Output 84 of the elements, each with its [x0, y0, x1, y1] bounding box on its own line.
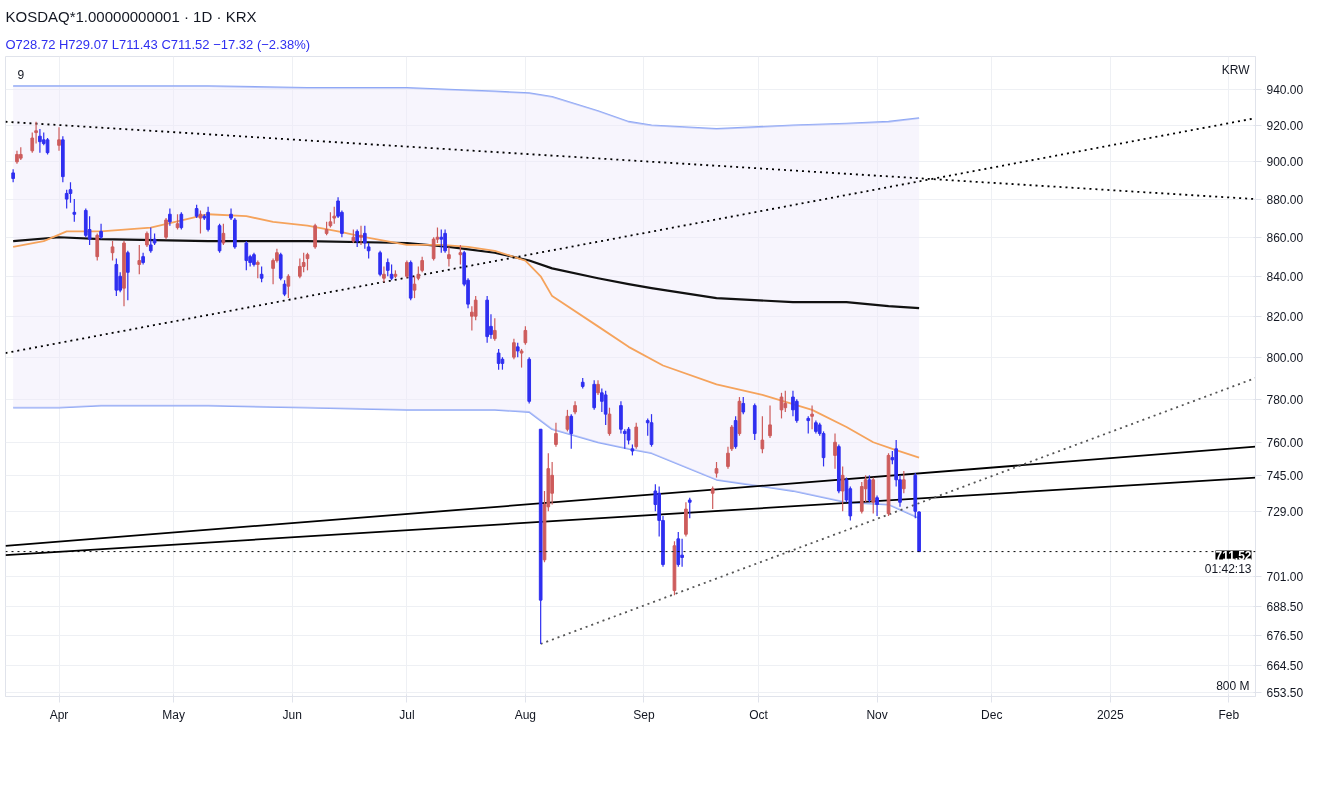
candlestick — [523, 325, 528, 346]
candlestick — [901, 470, 906, 494]
candlestick — [634, 422, 639, 450]
candlestick — [72, 198, 77, 223]
candlestick — [378, 250, 382, 277]
candlestick — [206, 206, 210, 233]
candlestick — [607, 407, 612, 437]
y-tick-label: 676.50 — [1266, 628, 1304, 643]
line-series — [12, 85, 921, 130]
y-tick-label: 653.50 — [1266, 686, 1304, 701]
x-tick-label: Jul — [399, 707, 415, 722]
candlestick — [760, 415, 765, 454]
candlestick — [519, 348, 524, 369]
annotation: KRW — [1221, 62, 1251, 77]
chart-subtitle: O728.72 H729.07 L711.43 C711.52 −17.32 (−2.38%) — [5, 36, 311, 52]
y-tick-label: 900.00 — [1266, 155, 1304, 170]
annotation: 800 M — [1216, 678, 1250, 693]
x-tick-label: Nov — [866, 707, 888, 722]
candlestick — [687, 497, 692, 519]
candlestick — [458, 244, 463, 266]
candlestick — [125, 250, 130, 301]
candlestick — [768, 404, 772, 439]
y-tick-label: 860.00 — [1266, 230, 1304, 245]
candlestick — [359, 225, 363, 246]
candlestick — [313, 223, 317, 250]
candlestick — [439, 228, 444, 254]
y-tick-label: 688.50 — [1266, 599, 1304, 614]
candlestick — [412, 275, 417, 299]
y-tick-label: 820.00 — [1266, 309, 1304, 324]
candlestick — [38, 128, 42, 154]
candlestick — [569, 413, 574, 450]
candlestick — [810, 404, 814, 430]
y-tick-label: 840.00 — [1266, 269, 1304, 284]
line-series — [12, 213, 921, 459]
candlestick — [57, 126, 61, 152]
candlestick — [110, 240, 115, 262]
candlestick — [496, 348, 501, 371]
y-tick-label: 745.00 — [1266, 468, 1304, 483]
candlestick — [680, 538, 684, 568]
candlestick — [443, 228, 447, 254]
candlestick — [492, 317, 497, 342]
y-tick-label: 920.00 — [1266, 118, 1304, 133]
candlestick — [603, 390, 608, 426]
annotation: 01:42:13 — [1204, 561, 1252, 576]
chart-title: KOSDAQ*1.00000000001 · 1D · KRX — [5, 7, 257, 25]
candlestick — [840, 465, 845, 512]
ref-line-label: 711.52 — [1215, 548, 1252, 563]
y-tick-label: 760.00 — [1266, 435, 1304, 450]
annotation: 9 — [17, 67, 25, 82]
candlestick — [298, 257, 302, 279]
y-tick-label: 701.00 — [1266, 569, 1304, 584]
candlestick — [867, 474, 872, 503]
candlestick — [447, 246, 451, 268]
x-tick-label: Oct — [749, 707, 769, 722]
candlestick — [871, 476, 876, 515]
y-tick-label: 800.00 — [1266, 350, 1304, 365]
x-tick-label: Dec — [981, 707, 1003, 722]
y-tick-label: 664.50 — [1266, 658, 1304, 673]
candlestick — [554, 422, 558, 448]
y-tick-label: 780.00 — [1266, 392, 1304, 407]
x-tick-label: 2025 — [1096, 707, 1124, 722]
candlestick — [833, 432, 837, 470]
x-tick-label: Aug — [514, 707, 537, 722]
candlestick — [512, 338, 516, 360]
y-tick-label: 880.00 — [1266, 192, 1304, 207]
y-tick-label: 729.00 — [1266, 504, 1304, 519]
candlestick — [95, 232, 100, 262]
y-tick-label: 940.00 — [1266, 83, 1304, 98]
x-tick-label: Feb — [1218, 707, 1240, 722]
candlestick — [164, 217, 168, 240]
candlestick — [710, 485, 715, 510]
x-tick-label: Sep — [633, 707, 655, 722]
candlestick — [565, 409, 570, 432]
candlestick — [382, 265, 386, 283]
candlestick — [286, 273, 291, 299]
x-tick-label: Jun — [282, 707, 302, 722]
candlestick — [875, 494, 879, 517]
x-tick-label: May — [162, 707, 186, 722]
candlestick — [550, 461, 554, 506]
x-tick-label: Apr — [49, 707, 69, 722]
candlestick — [783, 390, 788, 413]
candlestick — [301, 252, 306, 273]
candlestick — [362, 225, 367, 250]
candlestick — [278, 252, 283, 281]
